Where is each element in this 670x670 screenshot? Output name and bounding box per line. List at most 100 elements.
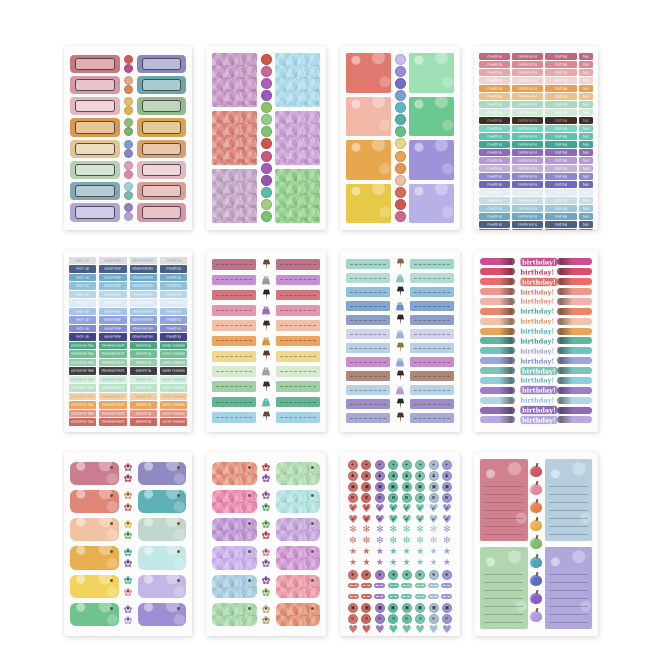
sticker-text: testing <box>555 125 568 130</box>
sticker-text: lock up <box>76 283 89 288</box>
label-sticker <box>70 118 120 137</box>
circle-icon-sticker: ★ <box>428 569 439 580</box>
clip-icon <box>259 397 273 407</box>
heart-icon-sticker: ♥ <box>401 513 412 526</box>
flower-sticker: ✿ ★ <box>261 545 271 559</box>
sticker-text: tag <box>582 157 589 162</box>
circle-icon-sticker: + <box>348 459 358 470</box>
sticker-text: observation <box>132 275 154 279</box>
sticker-text: testing <box>555 69 568 74</box>
icon-glyph: ▣ <box>390 483 396 489</box>
icon-sticker: ♟ <box>414 470 426 481</box>
strip-dashed-line <box>349 361 387 363</box>
tag-row: ✿ ★ ✿ ★ <box>70 518 186 543</box>
icon-sticker: ⊞ <box>387 492 399 503</box>
strip-dashed-line <box>349 347 387 349</box>
circle-icon-sticker: ♟ <box>388 470 399 481</box>
word-grid-row: personal day development planning early rel… <box>69 367 187 375</box>
circle-sticker <box>394 150 406 162</box>
pill-text-line <box>349 585 357 586</box>
sticker-text: conference <box>518 77 538 82</box>
icon-sticker: ♟ <box>360 470 372 481</box>
snowflake-icon-sticker: ✼ <box>389 536 398 546</box>
icon-sticker: ★ <box>360 558 372 569</box>
icon-sticker: ♥ <box>401 624 413 635</box>
sticker-text: meeting <box>487 213 502 218</box>
flower-star-center: ★ <box>263 492 269 499</box>
icon-sticker: + <box>428 459 440 470</box>
strip-sticker <box>410 413 454 423</box>
icon-sticker: ⊙ <box>441 613 453 624</box>
strip-sticker <box>212 259 256 270</box>
label-frame <box>141 163 181 176</box>
clip-strip-row <box>212 334 320 347</box>
word-strip-row: meeting conference testing tag <box>479 188 594 196</box>
birthday-row: birthday! <box>480 385 592 395</box>
strip-dashed-line <box>349 417 387 419</box>
star-icon-sticker: ★ <box>416 547 425 557</box>
sticker-text: meeting <box>166 275 181 279</box>
icon-sticker: ✻ <box>414 525 426 536</box>
circle-icon-sticker: + <box>428 459 439 470</box>
label-frame <box>141 206 181 219</box>
strip-dashed-line <box>279 309 317 311</box>
flower-sticker: ✿ ★ <box>123 529 133 543</box>
tag-sticker <box>212 574 257 599</box>
label-strip: assembly <box>99 316 127 324</box>
sticker-sheet-birthday-labels-sheet: birthday! birthday! birthday! birthday! birt… <box>474 250 598 432</box>
circle-sticker <box>260 162 272 174</box>
strip-sticker <box>212 381 256 393</box>
tag-sticker <box>70 461 119 485</box>
sticker-text: meeting <box>487 165 502 170</box>
icon-glyph: ★ <box>377 571 382 577</box>
circle-icon-sticker: ⊞ <box>415 492 426 503</box>
label-strip: assembly <box>99 333 127 341</box>
sticker-sheet-schedule-words-sheet: lock up assembly observation meeting lock up… <box>64 250 192 432</box>
flower-sticker-strip: ✿ ★ ✿ ★ <box>259 518 274 541</box>
circle-sticker <box>260 114 272 126</box>
circle-sticker <box>260 90 272 102</box>
tag-hole <box>177 493 180 497</box>
word-strip-row: meeting conference testing tag <box>479 124 594 132</box>
sticker-text: tag <box>582 77 589 82</box>
circle-icon-sticker: ▣ <box>374 481 385 492</box>
label-sticker <box>136 139 186 158</box>
word-grid-row: personal day development planning early rel… <box>69 384 187 392</box>
label-strip: testing <box>545 180 577 188</box>
label-strip: observation <box>129 265 157 273</box>
sticker-text: testing <box>555 165 568 170</box>
flower-star-center: ★ <box>263 577 269 584</box>
icon-sticker: ✼ <box>374 536 386 547</box>
label-strip: conference <box>512 116 544 124</box>
sticker-text: observation <box>132 309 154 313</box>
icon-sticker: ▣ <box>374 602 386 613</box>
sticker-text: tag <box>582 181 589 186</box>
label-strip: planning <box>129 358 157 366</box>
strip-sticker <box>212 366 256 377</box>
sticker-text: tag <box>582 213 589 218</box>
sticker-text: testing <box>555 205 568 210</box>
flower-star-center: ★ <box>125 492 131 499</box>
sticker-text: lock up <box>76 292 89 296</box>
icon-row: ✻ ✻ ✻ ✻ ✻ ✻ ✻ ✻ <box>347 525 453 536</box>
clip-icon <box>259 275 273 285</box>
birthday-label: birthday! <box>520 366 558 375</box>
circle-icon-sticker: ⊙ <box>401 613 412 624</box>
label-strip: planning <box>129 384 157 392</box>
label-strip: meeting <box>479 156 511 164</box>
tag-row: ✿ ★ ✿ ★ <box>70 461 186 485</box>
label-strip: development <box>99 350 127 358</box>
icon-sticker: ⊙ <box>347 613 359 624</box>
sticker-text: tag <box>582 69 589 74</box>
pin-icon <box>393 342 407 354</box>
dot-sticker-strip <box>122 54 135 73</box>
clip-strip-row <box>212 273 320 286</box>
icon-sticker: ⊞ <box>441 492 453 503</box>
word-strip-row: meeting conference testing tag <box>479 84 594 92</box>
sticker-text: lock up <box>76 266 89 271</box>
strip-dashed-line <box>215 401 253 403</box>
tag-hole <box>311 465 314 469</box>
strip-dashed-line <box>215 279 253 281</box>
label-strip: observation <box>129 333 157 341</box>
tag-hole <box>109 578 113 582</box>
